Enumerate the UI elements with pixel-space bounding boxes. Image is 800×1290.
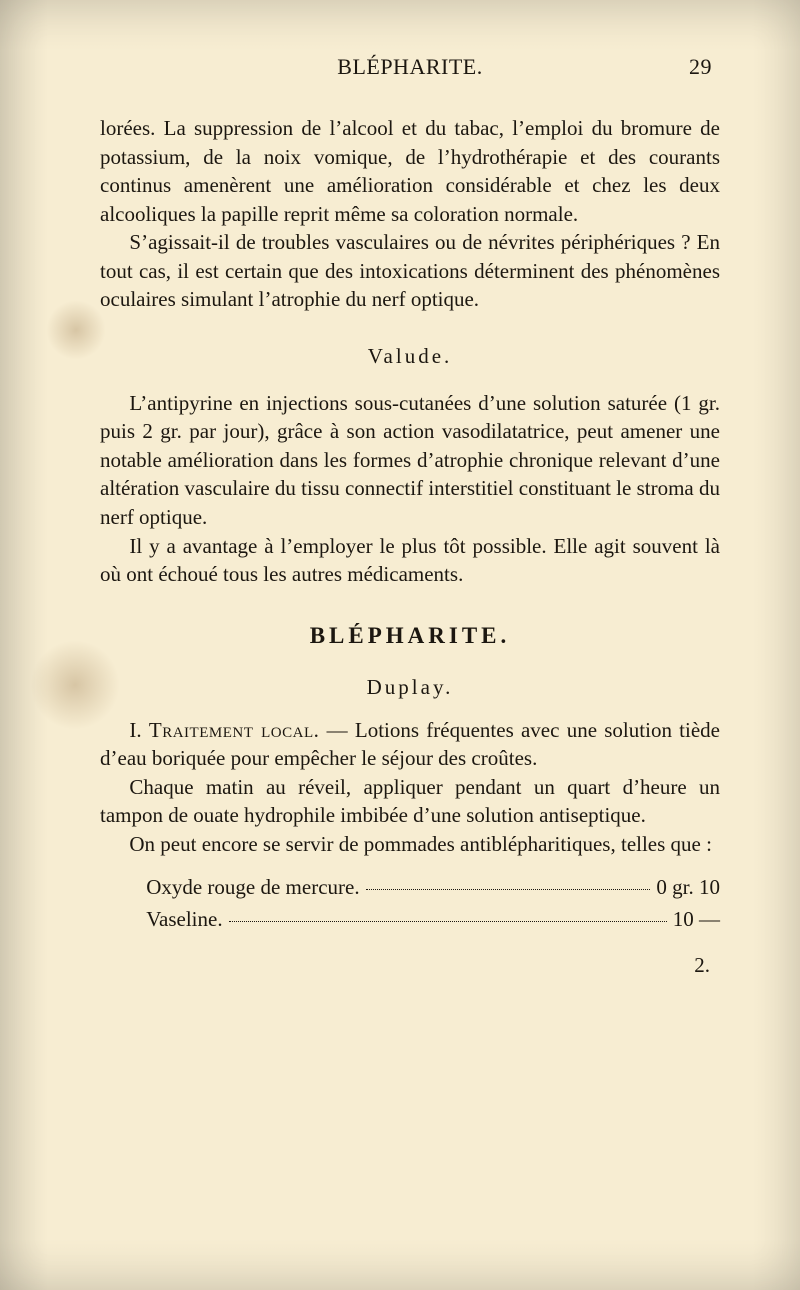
body-paragraph: S’agissait-il de troubles vasculaires ou… [100, 228, 720, 314]
signature-mark: 2. [100, 953, 710, 978]
section-title-blepharite: BLÉPHARITE. [100, 623, 720, 649]
leader-dots [366, 889, 651, 890]
formula-label: Oxyde rouge de mercure. [146, 872, 359, 904]
small-caps-label: Traitement local. [149, 718, 319, 742]
prescription-formula: Oxyde rouge de mercure. 0 gr. 10 Vaselin… [100, 872, 720, 935]
running-head: BLÉPHARITE. 29 [108, 54, 712, 80]
formula-row: Vaseline. 10 — [146, 904, 720, 936]
body-paragraph: Chaque matin au réveil, appliquer pendan… [100, 773, 720, 830]
body-paragraph-treatment: I. Traitement local. — Lotions fréquente… [100, 716, 720, 773]
foxing-spot [46, 300, 106, 360]
formula-value: 10 — [673, 904, 720, 936]
page-number: 29 [652, 54, 712, 80]
scanned-page: BLÉPHARITE. 29 lorées. La suppression de… [0, 0, 800, 1290]
body-paragraph: Il y a avantage à l’employer le plus tôt… [100, 532, 720, 589]
roman-lead: I. [129, 718, 149, 742]
formula-value: 0 gr. 10 [656, 872, 720, 904]
leader-dots [229, 921, 667, 922]
running-title: BLÉPHARITE. [168, 54, 652, 80]
body-paragraph: On peut encore se servir de pommades ant… [100, 830, 720, 859]
formula-label: Vaseline. [146, 904, 222, 936]
body-paragraph: L’antipyrine en injections sous-cutanées… [100, 389, 720, 532]
section-heading-valude: Valude. [100, 344, 720, 369]
body-paragraph: lorées. La suppression de l’alcool et du… [100, 114, 720, 228]
section-heading-duplay: Duplay. [100, 675, 720, 700]
formula-row: Oxyde rouge de mercure. 0 gr. 10 [146, 872, 720, 904]
